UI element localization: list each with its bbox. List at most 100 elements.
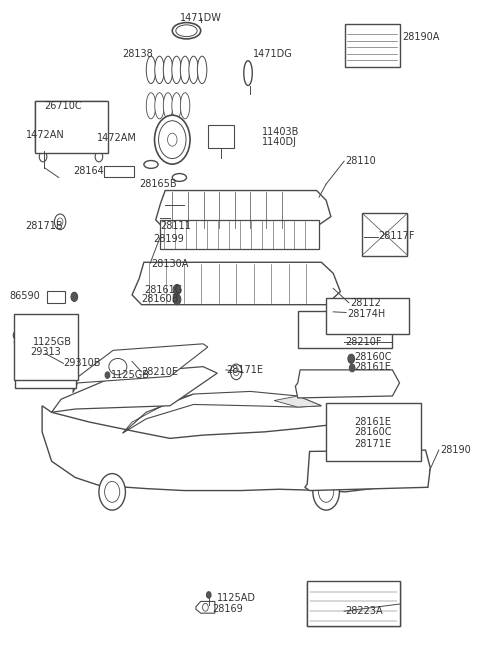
Text: 28171E: 28171E <box>355 439 392 449</box>
Ellipse shape <box>352 413 378 440</box>
Bar <box>345 24 399 67</box>
Text: 28223A: 28223A <box>345 607 383 616</box>
Circle shape <box>348 354 355 364</box>
Circle shape <box>206 591 211 598</box>
Text: 28160C: 28160C <box>355 427 392 437</box>
Bar <box>15 326 76 388</box>
Ellipse shape <box>109 358 127 375</box>
Text: 28111: 28111 <box>160 221 191 231</box>
Text: 28160B: 28160B <box>142 295 179 305</box>
Bar <box>326 298 409 334</box>
Polygon shape <box>305 450 430 491</box>
Text: 1472AN: 1472AN <box>25 130 64 140</box>
Circle shape <box>71 292 78 301</box>
Ellipse shape <box>40 350 50 364</box>
Circle shape <box>95 151 103 162</box>
Circle shape <box>105 372 110 379</box>
Text: 28169: 28169 <box>213 605 243 614</box>
Polygon shape <box>295 370 399 398</box>
Text: 26710C: 26710C <box>45 101 82 111</box>
Text: 28160C: 28160C <box>355 352 392 362</box>
Text: 11403B: 11403B <box>262 127 300 137</box>
Ellipse shape <box>180 93 190 119</box>
Ellipse shape <box>244 61 252 86</box>
Text: 1125GB: 1125GB <box>33 337 72 347</box>
Bar <box>47 291 65 303</box>
Polygon shape <box>122 392 322 433</box>
Text: 86590: 86590 <box>9 291 40 301</box>
Ellipse shape <box>144 160 158 168</box>
Ellipse shape <box>356 419 374 435</box>
Polygon shape <box>42 405 407 492</box>
Text: 29313: 29313 <box>30 347 61 357</box>
Text: 28138: 28138 <box>122 48 153 58</box>
Text: 28161E: 28161E <box>355 362 391 371</box>
Text: 28190A: 28190A <box>402 32 439 43</box>
Polygon shape <box>132 262 340 305</box>
Ellipse shape <box>180 56 190 84</box>
Text: 1471DW: 1471DW <box>180 12 222 23</box>
Bar <box>307 580 399 626</box>
Bar <box>298 310 393 348</box>
Text: 28171B: 28171B <box>25 221 63 231</box>
Ellipse shape <box>359 439 371 451</box>
Text: 1472AM: 1472AM <box>96 134 136 143</box>
Circle shape <box>313 474 339 510</box>
Circle shape <box>348 438 354 445</box>
Text: 28117F: 28117F <box>378 231 415 241</box>
Text: 28171E: 28171E <box>227 365 264 375</box>
Ellipse shape <box>163 56 173 84</box>
Polygon shape <box>156 191 331 230</box>
Circle shape <box>173 284 181 295</box>
Ellipse shape <box>158 121 186 159</box>
Ellipse shape <box>155 93 164 119</box>
Text: 1125GB: 1125GB <box>111 370 150 380</box>
Ellipse shape <box>163 93 173 119</box>
Ellipse shape <box>197 56 207 84</box>
Circle shape <box>14 339 18 345</box>
Bar <box>160 220 319 250</box>
Polygon shape <box>51 367 217 412</box>
Ellipse shape <box>155 115 190 164</box>
Circle shape <box>356 426 361 434</box>
Circle shape <box>327 305 336 318</box>
Ellipse shape <box>176 25 197 37</box>
Text: 29310B: 29310B <box>63 358 101 368</box>
Ellipse shape <box>83 116 91 137</box>
Bar <box>307 582 399 626</box>
Text: 1140DJ: 1140DJ <box>262 137 297 147</box>
Bar <box>361 214 407 255</box>
Polygon shape <box>196 601 215 613</box>
Circle shape <box>57 218 63 226</box>
Circle shape <box>99 474 125 510</box>
Circle shape <box>349 364 355 372</box>
Ellipse shape <box>50 116 58 137</box>
Text: 28199: 28199 <box>153 234 184 244</box>
Bar <box>208 125 234 148</box>
Circle shape <box>173 294 181 305</box>
Polygon shape <box>122 394 193 433</box>
Ellipse shape <box>172 56 181 84</box>
Circle shape <box>13 331 19 339</box>
Text: 28161E: 28161E <box>355 417 391 427</box>
Text: 28210E: 28210E <box>142 367 179 377</box>
Bar <box>363 214 407 254</box>
Text: 28161G: 28161G <box>144 285 182 295</box>
Circle shape <box>54 214 66 230</box>
Ellipse shape <box>172 174 187 181</box>
Ellipse shape <box>155 56 164 84</box>
Bar <box>104 166 134 178</box>
Bar <box>35 100 108 153</box>
Text: 28190: 28190 <box>440 445 470 455</box>
Text: 1125AD: 1125AD <box>217 593 256 603</box>
Polygon shape <box>274 396 322 407</box>
Circle shape <box>230 364 242 380</box>
Text: 28110: 28110 <box>345 156 376 166</box>
Ellipse shape <box>146 56 156 84</box>
Text: 28210F: 28210F <box>345 337 382 347</box>
Bar <box>326 403 421 461</box>
Ellipse shape <box>66 116 75 137</box>
Ellipse shape <box>36 345 54 369</box>
Text: 28164: 28164 <box>73 166 104 176</box>
Ellipse shape <box>172 22 201 39</box>
